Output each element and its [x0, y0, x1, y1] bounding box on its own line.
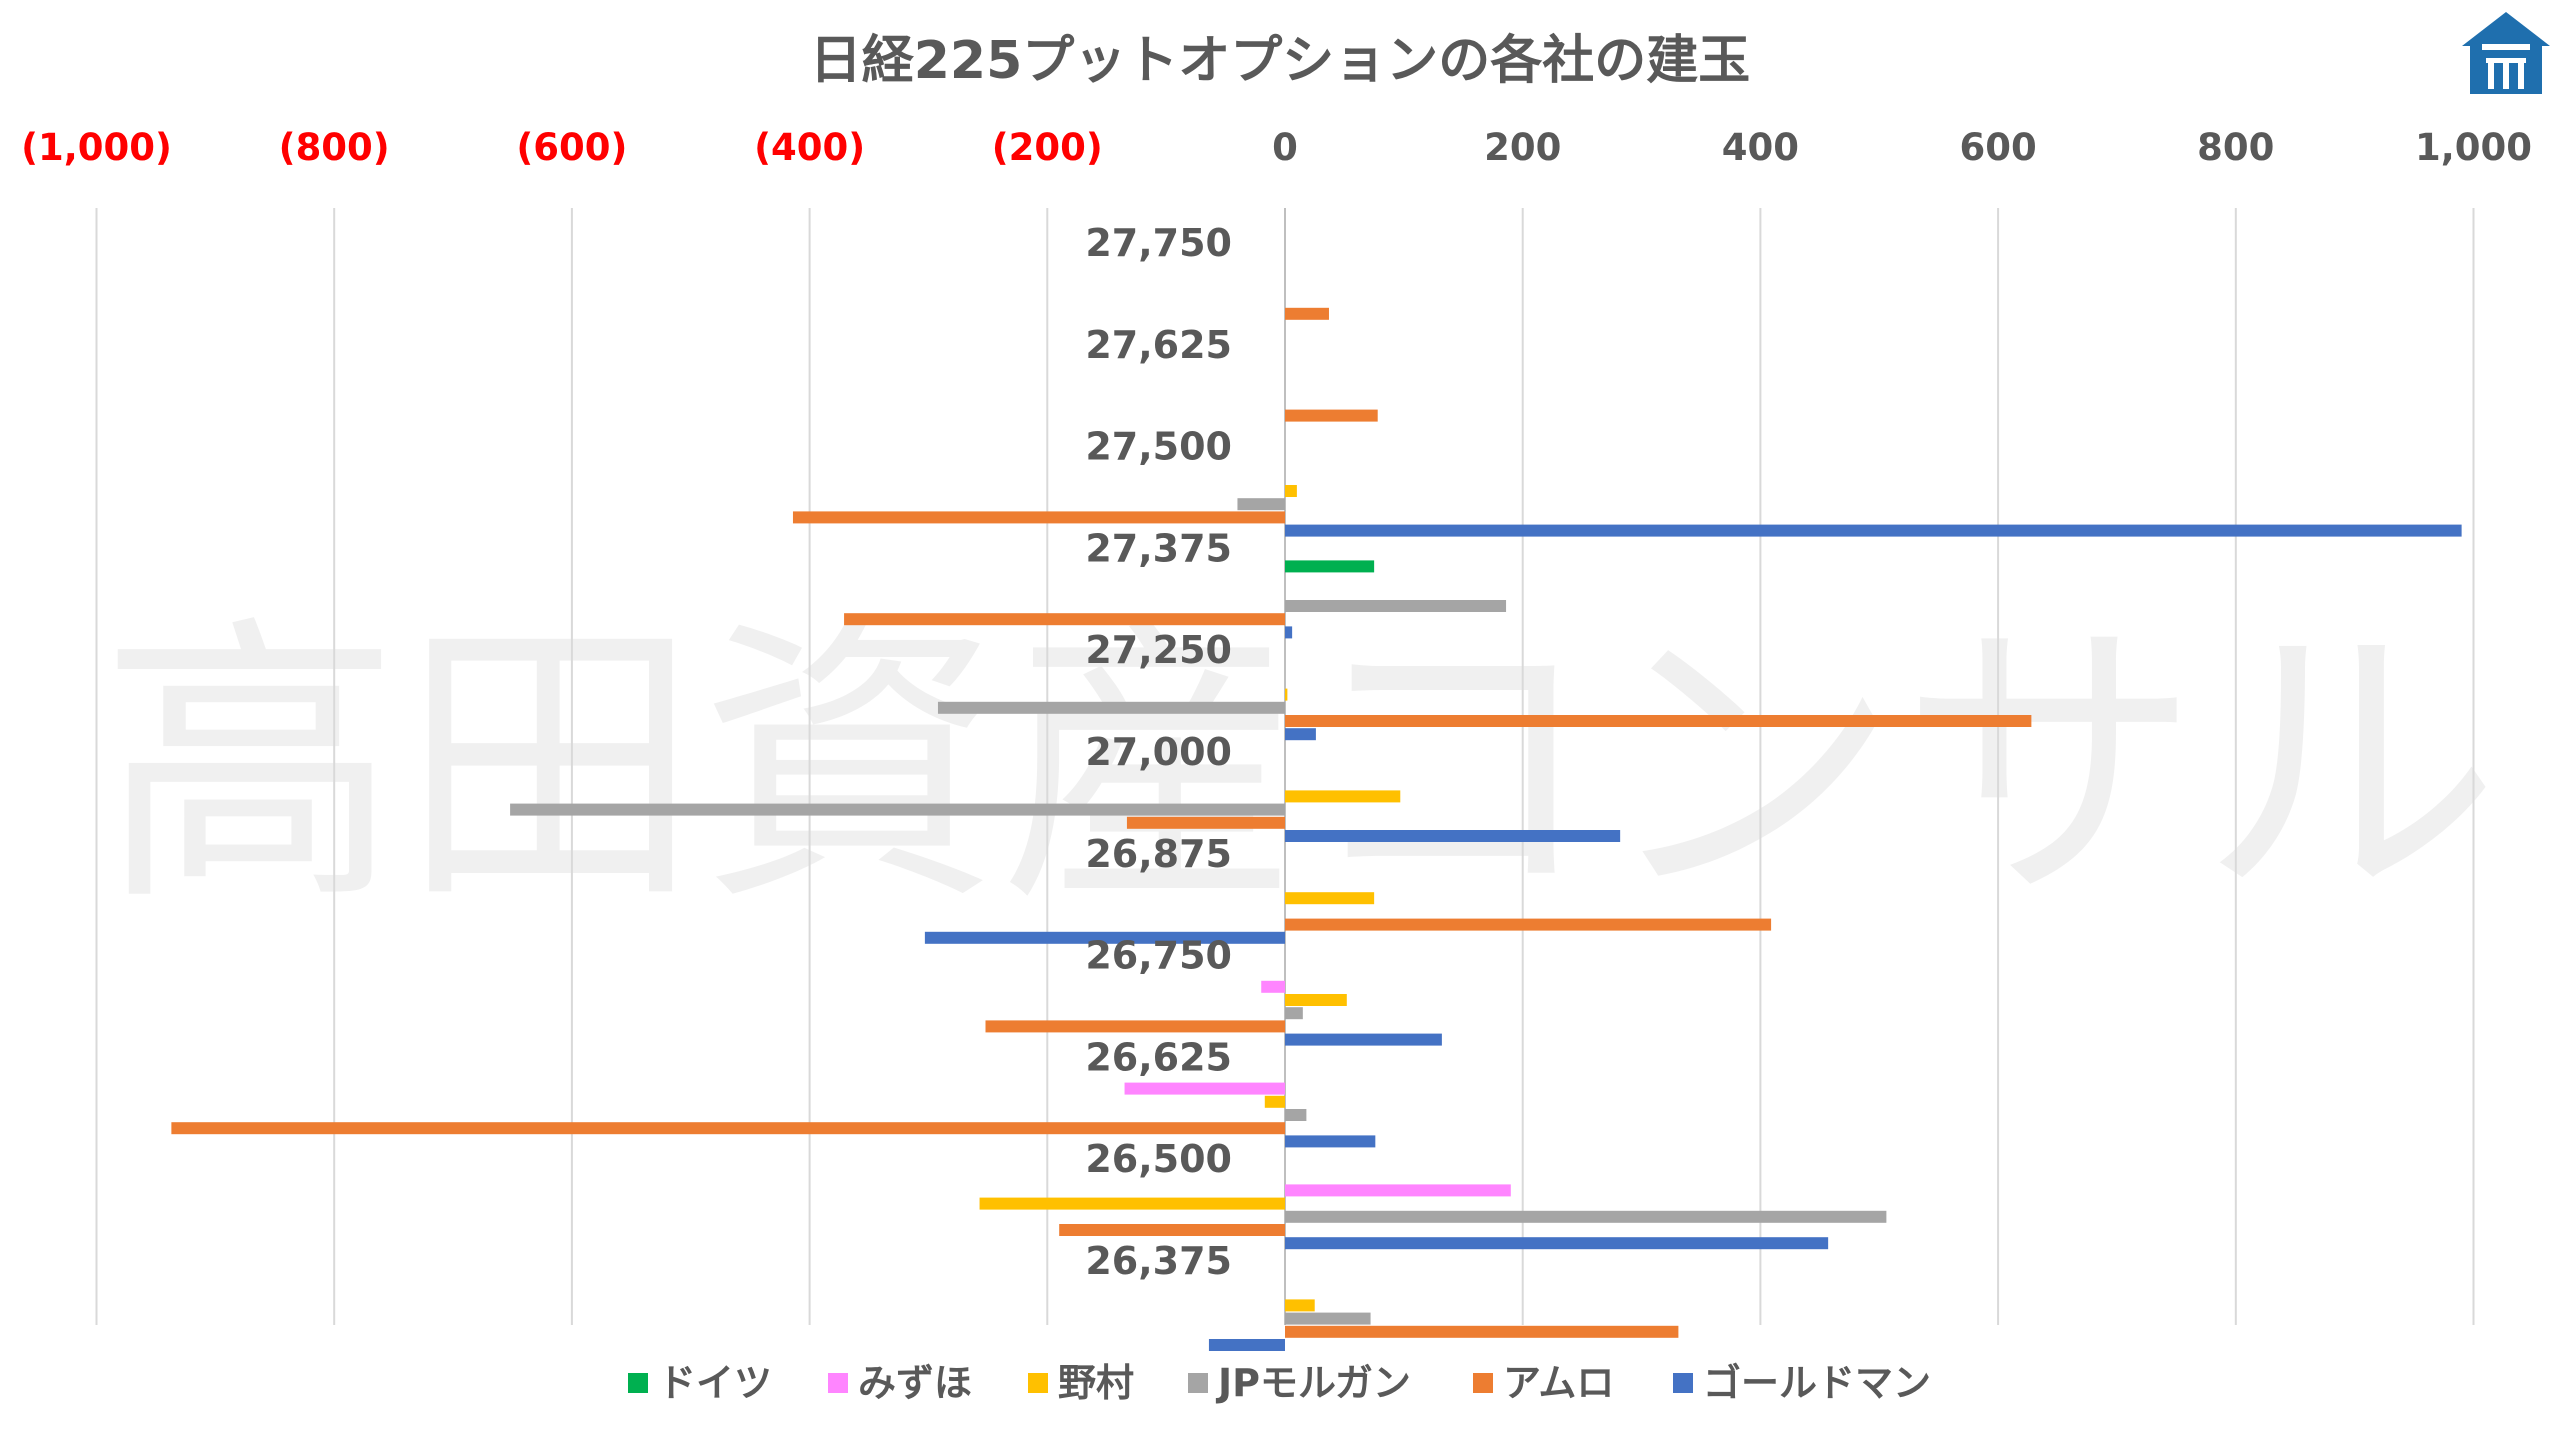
bar	[924, 931, 1285, 944]
bar	[510, 803, 1285, 816]
legend-item: ゴールドマン	[1673, 1361, 1931, 1405]
bar	[1285, 524, 2462, 537]
bar	[1261, 980, 1285, 993]
bar	[1285, 485, 1297, 497]
category-label: 27,250	[1085, 628, 1232, 672]
x-tick-label: (800)	[279, 126, 390, 169]
category-label: 26,625	[1085, 1035, 1232, 1079]
x-axis-ticks: (1,000) (800) (600) (400) (200) 0 200 400 600 800…	[21, 126, 2532, 169]
category-label: 26,500	[1085, 1137, 1232, 1181]
bar	[1285, 1237, 1829, 1250]
legend-item: 野村	[1028, 1361, 1134, 1405]
bar	[1285, 1184, 1511, 1197]
bar	[1285, 1007, 1303, 1020]
legend-swatch	[1028, 1373, 1048, 1393]
x-tick-label: 1,000	[2415, 126, 2532, 169]
category-label: 27,500	[1085, 425, 1232, 469]
x-tick-label: (600)	[516, 126, 627, 169]
bar	[1285, 626, 1293, 639]
bar	[1285, 409, 1378, 422]
bar	[1285, 1210, 1887, 1223]
legend-item: アムロ	[1473, 1361, 1614, 1405]
legend-swatch	[1188, 1373, 1208, 1393]
bar	[1059, 1224, 1285, 1236]
bar	[985, 1020, 1285, 1033]
category-label: 27,750	[1085, 221, 1232, 265]
bar	[844, 613, 1285, 626]
legend-label: みずほ	[858, 1361, 972, 1405]
category-label: 26,750	[1085, 934, 1232, 978]
legend-label: ドイツ	[658, 1361, 772, 1405]
bar	[1208, 1339, 1285, 1351]
bar	[1285, 728, 1316, 741]
bars	[171, 307, 2462, 1351]
bar	[979, 1197, 1285, 1210]
legend-item: ドイツ	[628, 1361, 772, 1405]
bar	[792, 511, 1285, 524]
bar	[1285, 830, 1621, 842]
bar	[1264, 1095, 1285, 1108]
x-tick-label: (400)	[754, 126, 865, 169]
bar	[1285, 600, 1507, 612]
bar	[1285, 688, 1288, 701]
bar	[171, 1122, 1286, 1135]
legend: ドイツ みずほ 野村 JPモルガン アムロ ゴールドマン	[628, 1361, 1931, 1405]
x-tick-label: 0	[1272, 126, 1298, 169]
legend-swatch	[628, 1373, 648, 1393]
legend-item: みずほ	[828, 1361, 972, 1405]
bar	[1285, 892, 1375, 905]
bar	[1285, 918, 1772, 931]
x-tick-label: (1,000)	[21, 126, 172, 169]
category-label: 26,375	[1085, 1239, 1232, 1283]
bar	[1285, 307, 1329, 320]
x-tick-label: 800	[2197, 126, 2274, 169]
legend-label: JPモルガン	[1215, 1361, 1411, 1405]
bar	[937, 701, 1285, 714]
bar	[1237, 498, 1285, 511]
bar	[1285, 1033, 1442, 1046]
bar	[1285, 560, 1375, 573]
legend-label: ゴールドマン	[1703, 1361, 1931, 1405]
bar	[1285, 1325, 1679, 1338]
bar	[1285, 790, 1401, 803]
legend-swatch	[828, 1373, 848, 1393]
x-tick-label: 600	[1959, 126, 2036, 169]
bar	[1285, 1109, 1307, 1121]
bar	[1285, 994, 1347, 1006]
bar	[1285, 1299, 1315, 1312]
bar	[1124, 1082, 1285, 1095]
bar	[1126, 816, 1285, 829]
legend-label: アムロ	[1503, 1361, 1614, 1405]
bar	[1285, 715, 2032, 727]
bar	[1285, 1312, 1371, 1325]
category-label: 27,000	[1085, 730, 1232, 774]
legend-swatch	[1673, 1373, 1693, 1393]
x-tick-label: (200)	[992, 126, 1103, 169]
x-tick-label: 200	[1484, 126, 1561, 169]
legend-item: JPモルガン	[1188, 1361, 1411, 1405]
chart-title: 日経225プットオプションの各社の建玉	[810, 31, 1751, 91]
category-label: 26,875	[1085, 832, 1232, 876]
bar	[1285, 1135, 1376, 1148]
legend-label: 野村	[1058, 1361, 1134, 1405]
category-label: 27,625	[1085, 323, 1232, 367]
x-tick-label: 400	[1722, 126, 1799, 169]
category-labels: 27,750 27,625 27,500 27,375 27,250 27,000 26,8…	[1085, 221, 1232, 1283]
house-logo-icon	[2462, 12, 2550, 94]
legend-swatch	[1473, 1373, 1493, 1393]
category-label: 27,375	[1085, 526, 1232, 570]
gridlines	[95, 208, 2475, 1325]
watermark: 高田資産コンサル	[100, 592, 2500, 941]
